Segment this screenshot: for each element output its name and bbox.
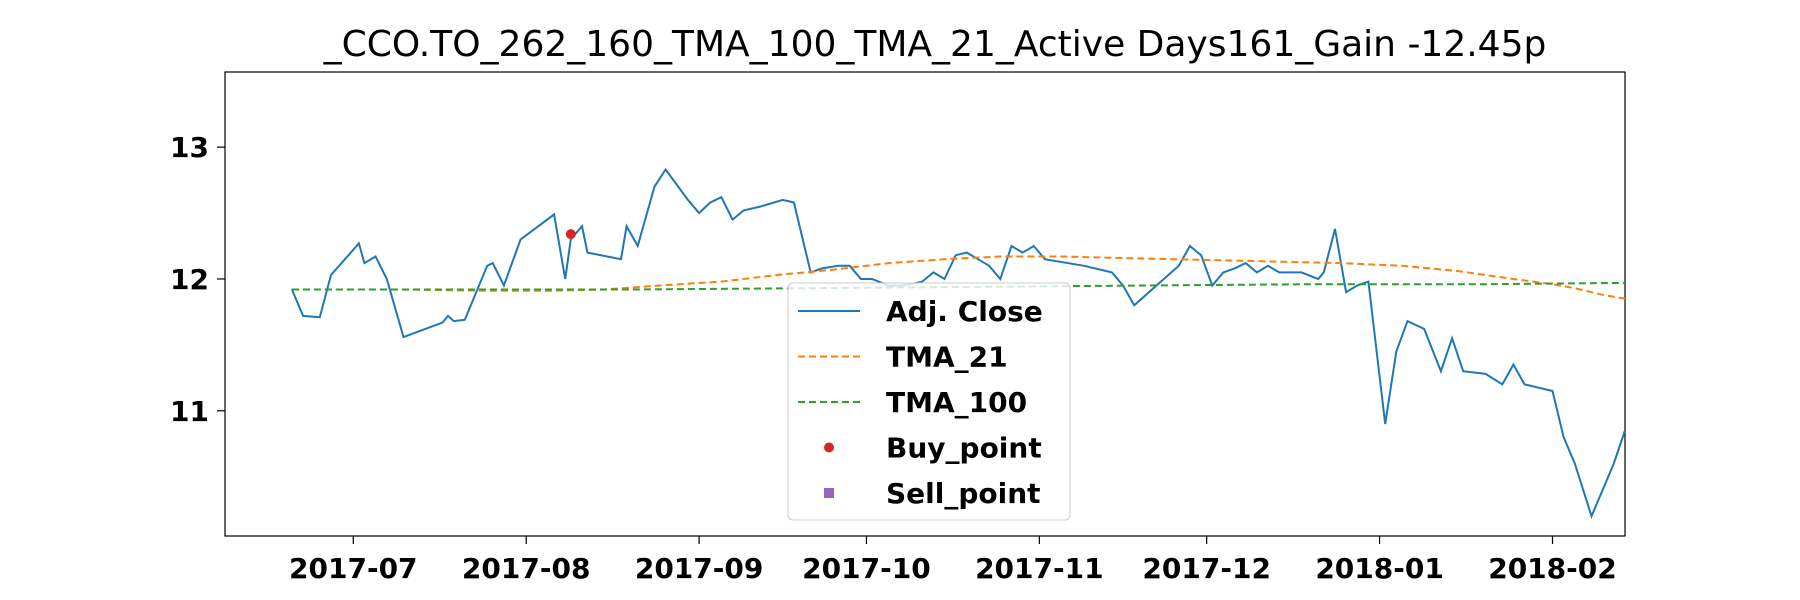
legend: Adj. Close TMA_21 TMA_100 Buy_point Sell_poi… xyxy=(787,282,1071,521)
chart-title: _CCO.TO_262_160_TMA_100_TMA_21_Active Da… xyxy=(323,24,1547,65)
plot-area-frame xyxy=(224,71,1626,537)
y-tick-label: 12 xyxy=(170,263,209,296)
legend-label: Adj. Close xyxy=(886,295,1043,328)
x-tick-label: 2017-08 xyxy=(462,552,591,585)
y-tick-label: 13 xyxy=(170,131,209,164)
x-tick-label: 2017-12 xyxy=(1142,552,1271,585)
y-axis: 11 12 13 xyxy=(170,131,225,428)
legend-label: TMA_100 xyxy=(886,386,1027,419)
x-tick-label: 2017-09 xyxy=(635,552,764,585)
x-tick-label: 2018-01 xyxy=(1315,552,1444,585)
legend-label: Sell_point xyxy=(886,477,1041,510)
legend-handle-buy-point xyxy=(824,442,834,453)
x-tick-label: 2017-07 xyxy=(289,552,418,585)
buy-point-marker xyxy=(565,229,576,240)
series-layer xyxy=(290,167,1626,520)
markers-layer xyxy=(565,229,576,240)
x-tick-label: 2017-11 xyxy=(975,552,1104,585)
legend-label: TMA_21 xyxy=(886,341,1008,374)
series-line-adj-close xyxy=(290,167,1626,520)
x-tick-label: 2018-02 xyxy=(1488,552,1617,585)
y-tick-label: 11 xyxy=(170,395,209,428)
legend-handle-sell-point xyxy=(824,488,834,498)
series-line-tma-100 xyxy=(291,281,1626,291)
legend-box xyxy=(787,282,1071,521)
x-tick-label: 2017-10 xyxy=(802,552,931,585)
x-axis: 2017-07 2017-08 2017-09 2017-10 2017-11 2017-… xyxy=(289,536,1617,585)
legend-label: Buy_point xyxy=(886,432,1042,465)
